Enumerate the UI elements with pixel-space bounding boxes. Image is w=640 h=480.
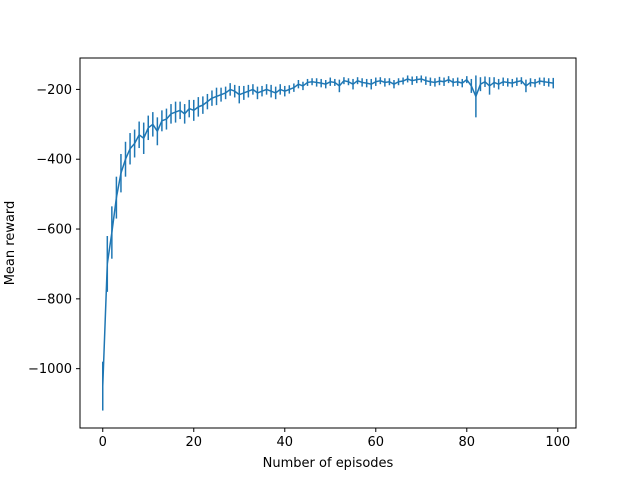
line-layer [102,78,554,387]
x-tick-label: 0 [99,435,107,450]
x-axis-label: Number of episodes [263,456,394,471]
y-tick-label: −600 [36,223,72,238]
x-tick-label: 60 [368,435,385,450]
x-tick-label: 20 [185,435,202,450]
x-tick-label: 40 [276,435,293,450]
y-tick-label: −800 [36,292,72,307]
y-tick-label: −200 [36,83,72,98]
errorbars-layer [102,75,554,411]
y-tick-label: −400 [36,153,72,168]
y-tick-label: −1000 [28,362,72,377]
series-line [102,78,554,387]
x-tick-label: 80 [459,435,476,450]
plot-frame [79,57,577,429]
y-axis-label: Mean reward [3,201,18,286]
axes-layer: 0 20 40 60 80 100 −1000 −800 −600 −400 −200 [28,57,577,450]
x-tick-label: 100 [545,435,570,450]
